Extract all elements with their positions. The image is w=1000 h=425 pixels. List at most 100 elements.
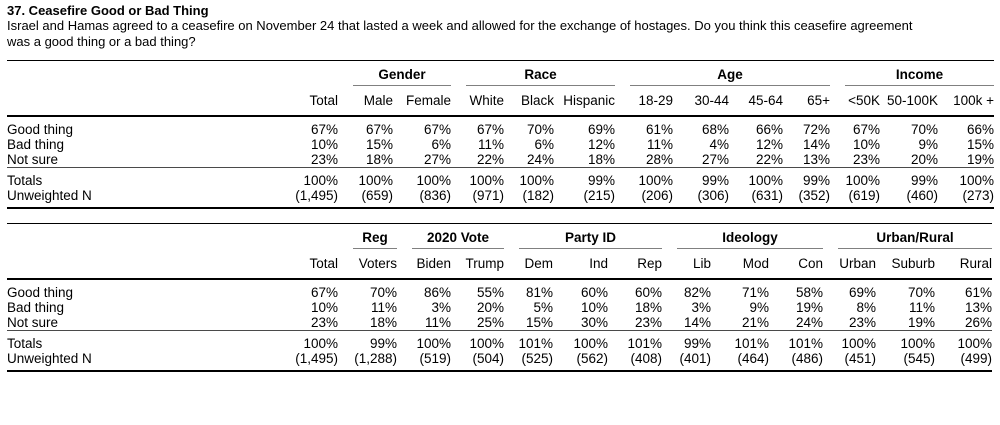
column-group-row: Gender Race Age Income	[7, 61, 994, 87]
column-header: Hispanic	[554, 86, 615, 118]
column-header: Voters	[338, 249, 397, 281]
crosstab-table-politics: Reg 2020 Vote Party ID Ideology Urban/Rural T…	[7, 223, 992, 373]
data-cell: (619)	[848, 188, 880, 204]
data-cell: 30%	[580, 315, 608, 331]
column-group-label: 2020 Vote	[412, 230, 504, 250]
column-group-label: Party ID	[519, 230, 662, 250]
data-cell: 23%	[310, 152, 338, 168]
table-row: Bad thing 10% 11% 3% 20% 5% 10% 18% 3% 9% 19% 8% 11%…	[7, 300, 992, 315]
table-row: Bad thing 10% 15% 6% 11% 6% 12% 11% 4% 12% 14% 10% 9…	[7, 137, 994, 152]
row-label: Totals	[7, 330, 212, 352]
data-cell: (1,495)	[295, 188, 338, 204]
data-cell: (486)	[791, 351, 823, 367]
crosstab-table-wrap-politics: Reg 2020 Vote Party ID Ideology Urban/Rural T…	[7, 223, 994, 373]
data-cell: 23%	[310, 315, 338, 331]
column-group-header: 2020 Vote	[397, 224, 504, 250]
data-cell: (1,288)	[354, 351, 397, 367]
column-group-header: Ideology	[662, 224, 823, 250]
column-header: Lib	[662, 249, 711, 281]
data-cell: 66%	[755, 122, 783, 138]
column-header: Dem	[504, 249, 553, 281]
data-cell: 99%	[783, 167, 830, 189]
table-row: Good thing 67% 67% 67% 67% 70% 69% 61% 68% 66% 72%…	[7, 116, 994, 137]
column-group-header: Age	[615, 61, 830, 87]
table-row: Totals 100% 99% 100% 100% 101% 100% 101% 99% 101%…	[7, 330, 992, 352]
data-cell: 100%	[451, 167, 504, 189]
data-cell: (525)	[521, 351, 553, 367]
data-cell: 11%	[477, 137, 504, 153]
data-cell: 21%	[741, 315, 769, 331]
data-cell: 67%	[476, 122, 504, 138]
data-cell: 27%	[701, 152, 729, 168]
data-cell: 18%	[634, 300, 662, 316]
column-group-header: Gender	[338, 61, 451, 87]
table-row: Not sure 23% 18% 11% 25% 15% 30% 23% 14% 21% 24% 23…	[7, 315, 992, 331]
data-cell: 10%	[310, 137, 338, 153]
data-cell: 11%	[908, 300, 935, 316]
data-cell: 26%	[964, 315, 992, 331]
column-header: Female	[393, 86, 451, 118]
data-cell: 19%	[907, 315, 935, 331]
data-cell: 3%	[691, 300, 711, 316]
data-cell: 23%	[848, 315, 876, 331]
data-cell: 15%	[365, 137, 393, 153]
row-label: Not sure	[7, 315, 59, 331]
data-cell: 9%	[749, 300, 769, 316]
data-cell: 100%	[212, 167, 338, 189]
data-cell: 99%	[662, 330, 711, 352]
row-label: Good thing	[7, 285, 74, 301]
data-cell: 10%	[310, 300, 338, 316]
data-cell: 67%	[310, 122, 338, 138]
data-cell: 100%	[451, 330, 504, 352]
data-cell: (631)	[751, 188, 783, 204]
data-cell: 24%	[795, 315, 823, 331]
crosstab-table-demographics: Gender Race Age Income Total Male Female White B…	[7, 60, 994, 210]
data-cell: 11%	[370, 300, 397, 316]
data-cell: (273)	[962, 188, 994, 204]
data-cell: 100%	[830, 167, 880, 189]
data-cell: 6%	[431, 137, 451, 153]
data-cell: 67%	[365, 122, 393, 138]
data-cell: 71%	[741, 285, 769, 301]
data-cell: 100%	[823, 330, 876, 352]
row-label: Good thing	[7, 122, 74, 138]
data-cell: 67%	[423, 122, 451, 138]
row-label: Bad thing	[7, 137, 65, 153]
data-cell: 100%	[615, 167, 673, 189]
column-header: Trump	[451, 249, 504, 281]
data-cell: 100%	[553, 330, 608, 352]
data-cell: (460)	[906, 188, 938, 204]
data-cell: 72%	[802, 122, 830, 138]
data-cell: 55%	[476, 285, 504, 301]
data-cell: 99%	[880, 167, 938, 189]
data-cell: 5%	[533, 300, 553, 316]
data-cell: 100%	[212, 330, 338, 352]
column-group-label: Age	[630, 67, 830, 87]
column-group-label: Income	[845, 67, 994, 87]
column-header: 18-29	[615, 86, 673, 118]
data-cell: 67%	[310, 285, 338, 301]
data-cell: 22%	[755, 152, 783, 168]
column-header: Suburb	[876, 249, 935, 281]
data-cell: 100%	[338, 167, 393, 189]
column-header: <50K	[830, 86, 880, 118]
column-group-header: Urban/Rural	[823, 224, 992, 250]
data-cell: 20%	[910, 152, 938, 168]
column-header: Rep	[608, 249, 662, 281]
column-header: Total	[212, 86, 338, 118]
data-cell: (971)	[472, 188, 504, 204]
data-cell: 12%	[587, 137, 615, 153]
data-cell: 58%	[795, 285, 823, 301]
data-cell: 14%	[802, 137, 830, 153]
data-cell: 60%	[634, 285, 662, 301]
data-cell: (519)	[419, 351, 451, 367]
data-cell: (545)	[903, 351, 935, 367]
data-cell: 68%	[701, 122, 729, 138]
data-cell: 10%	[852, 137, 880, 153]
column-header: 100k +	[938, 86, 994, 118]
column-group-header: Party ID	[504, 224, 662, 250]
data-cell: 81%	[525, 285, 553, 301]
column-header: 65+	[783, 86, 830, 118]
data-cell: (836)	[419, 188, 451, 204]
